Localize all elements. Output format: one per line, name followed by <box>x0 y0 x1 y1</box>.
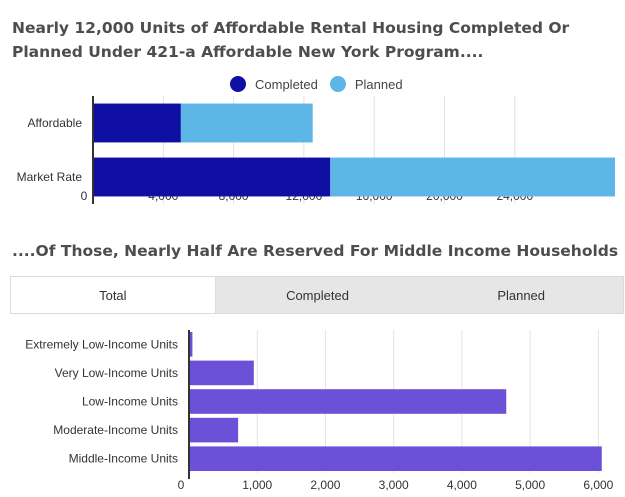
legend-label-planned: Planned <box>355 77 403 92</box>
x-tick-label: 2,000 <box>310 478 340 492</box>
y-category-label: Middle-Income Units <box>69 452 178 466</box>
bar-middle-income-units <box>189 446 602 471</box>
chart-title-top: Nearly 12,000 Units of Affordable Rental… <box>12 16 612 64</box>
y-category-label: Very Low-Income Units <box>55 366 178 380</box>
bar-completed-affordable <box>93 104 181 143</box>
tab-bar: Total Completed Planned <box>10 276 624 314</box>
y-category-label: Market Rate <box>17 170 83 184</box>
legend-swatch-planned <box>330 76 346 92</box>
legend-item-planned[interactable]: Planned <box>330 76 403 92</box>
tab-completed[interactable]: Completed <box>216 277 420 313</box>
bar-planned-affordable <box>181 104 313 143</box>
y-category-label: Affordable <box>28 116 83 130</box>
bar-low-income-units <box>189 389 506 414</box>
legend: Completed Planned <box>230 76 415 92</box>
legend-item-completed[interactable]: Completed <box>230 76 318 92</box>
bar-very-low-income-units <box>189 361 254 386</box>
x-tick-label: 0 <box>81 189 88 203</box>
y-category-label: Low-Income Units <box>82 395 178 409</box>
tab-total[interactable]: Total <box>11 277 216 313</box>
x-tick-label: 1,000 <box>242 478 272 492</box>
x-tick-label: 3,000 <box>379 478 409 492</box>
x-tick-label: 5,000 <box>515 478 545 492</box>
chart-title-bottom: ....Of Those, Nearly Half Are Reserved F… <box>12 240 622 262</box>
y-category-label: Extremely Low-Income Units <box>25 337 178 351</box>
x-tick-label: 4,000 <box>447 478 477 492</box>
legend-swatch-completed <box>230 76 246 92</box>
stacked-bar-chart: 04,0008,00012,00016,00020,00024,000Affor… <box>0 92 625 217</box>
tab-planned[interactable]: Planned <box>419 277 623 313</box>
x-tick-label: 6,000 <box>583 478 613 492</box>
bar-completed-market-rate <box>93 158 330 197</box>
bar-moderate-income-units <box>189 418 238 443</box>
y-category-label: Moderate-Income Units <box>53 423 178 437</box>
x-tick-label: 0 <box>178 478 185 492</box>
legend-label-completed: Completed <box>255 77 318 92</box>
bar-planned-market-rate <box>330 158 615 197</box>
income-bar-chart: 0 1,000 2,000 3,000 4,000 5,000 6,000 Extremely… <box>0 327 625 497</box>
